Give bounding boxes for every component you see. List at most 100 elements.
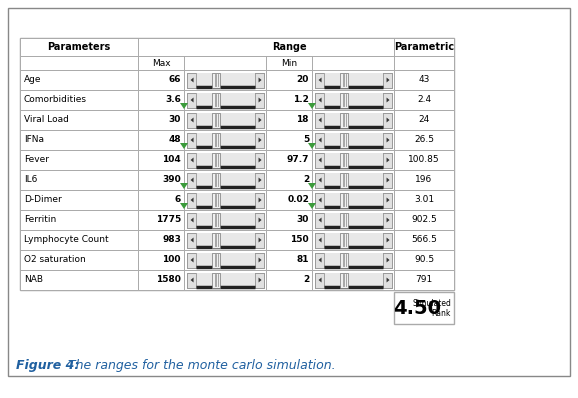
Text: Comorbidities: Comorbidities: [24, 96, 87, 105]
Text: Min: Min: [281, 59, 297, 68]
Bar: [20, 170, 138, 190]
Text: 81: 81: [297, 256, 309, 265]
Text: Lymphocyte Count: Lymphocyte Count: [24, 236, 109, 244]
Polygon shape: [191, 117, 194, 123]
Polygon shape: [191, 217, 194, 222]
Bar: [187, 252, 195, 267]
Text: 2: 2: [303, 176, 309, 185]
Bar: [312, 270, 394, 290]
Bar: [184, 130, 266, 150]
Bar: [187, 273, 264, 287]
Text: 30: 30: [169, 115, 181, 125]
Bar: [394, 70, 454, 90]
Bar: [138, 110, 184, 130]
Text: 1775: 1775: [155, 215, 181, 224]
Bar: [324, 172, 383, 187]
Bar: [138, 270, 184, 290]
Text: 26.5: 26.5: [414, 135, 434, 144]
Polygon shape: [191, 178, 194, 183]
Bar: [340, 72, 348, 88]
Bar: [184, 110, 266, 130]
Bar: [312, 210, 394, 230]
Polygon shape: [308, 203, 316, 209]
Bar: [184, 70, 266, 90]
Bar: [195, 72, 254, 88]
Bar: [314, 252, 324, 267]
Bar: [138, 70, 184, 90]
Text: 566.5: 566.5: [411, 236, 437, 244]
Bar: [383, 252, 391, 267]
Text: Rank: Rank: [432, 308, 451, 318]
Bar: [187, 133, 195, 148]
Text: 3.6: 3.6: [165, 96, 181, 105]
Bar: [314, 232, 391, 248]
Bar: [184, 190, 266, 210]
Polygon shape: [387, 217, 390, 222]
Bar: [312, 150, 394, 170]
Bar: [195, 152, 254, 168]
Bar: [20, 70, 138, 90]
Bar: [138, 150, 184, 170]
Bar: [254, 193, 264, 207]
Text: 30: 30: [297, 215, 309, 224]
Bar: [314, 273, 324, 287]
Text: 90.5: 90.5: [414, 256, 434, 265]
Polygon shape: [191, 277, 194, 283]
Bar: [394, 110, 454, 130]
Bar: [187, 72, 264, 88]
Text: 1.2: 1.2: [293, 96, 309, 105]
Polygon shape: [191, 238, 194, 242]
Bar: [340, 152, 348, 168]
Text: Fever: Fever: [24, 156, 49, 164]
Bar: [314, 133, 391, 148]
Bar: [212, 113, 220, 127]
Bar: [340, 193, 348, 207]
Text: Figure 4:: Figure 4:: [16, 359, 84, 371]
Text: 4.50: 4.50: [393, 298, 441, 318]
Bar: [138, 230, 184, 250]
Bar: [266, 90, 312, 110]
Bar: [312, 130, 394, 150]
Bar: [212, 92, 220, 107]
Text: IFNa: IFNa: [24, 135, 44, 144]
Polygon shape: [318, 277, 321, 283]
Bar: [212, 72, 220, 88]
Bar: [187, 213, 195, 228]
Bar: [20, 110, 138, 130]
Text: Parametric: Parametric: [394, 42, 454, 52]
Bar: [187, 152, 264, 168]
Bar: [394, 170, 454, 190]
Bar: [212, 133, 220, 148]
Bar: [314, 92, 391, 107]
Polygon shape: [258, 117, 262, 123]
Bar: [187, 172, 195, 187]
Bar: [324, 193, 383, 207]
Polygon shape: [387, 98, 390, 103]
Bar: [312, 170, 394, 190]
Bar: [324, 113, 383, 127]
Bar: [324, 92, 383, 107]
Polygon shape: [258, 238, 262, 242]
Bar: [314, 113, 391, 127]
Bar: [187, 193, 195, 207]
Bar: [266, 270, 312, 290]
Bar: [324, 133, 383, 148]
Bar: [212, 252, 220, 267]
Bar: [314, 152, 391, 168]
Bar: [324, 213, 383, 228]
Bar: [184, 230, 266, 250]
Bar: [312, 230, 394, 250]
Bar: [394, 230, 454, 250]
Bar: [266, 190, 312, 210]
Polygon shape: [258, 137, 262, 142]
Bar: [254, 273, 264, 287]
Text: 104: 104: [162, 156, 181, 164]
Polygon shape: [318, 217, 321, 222]
Bar: [20, 250, 138, 270]
Bar: [383, 72, 391, 88]
Bar: [312, 250, 394, 270]
Bar: [254, 252, 264, 267]
Bar: [340, 213, 348, 228]
Bar: [20, 38, 454, 290]
Bar: [314, 193, 391, 207]
